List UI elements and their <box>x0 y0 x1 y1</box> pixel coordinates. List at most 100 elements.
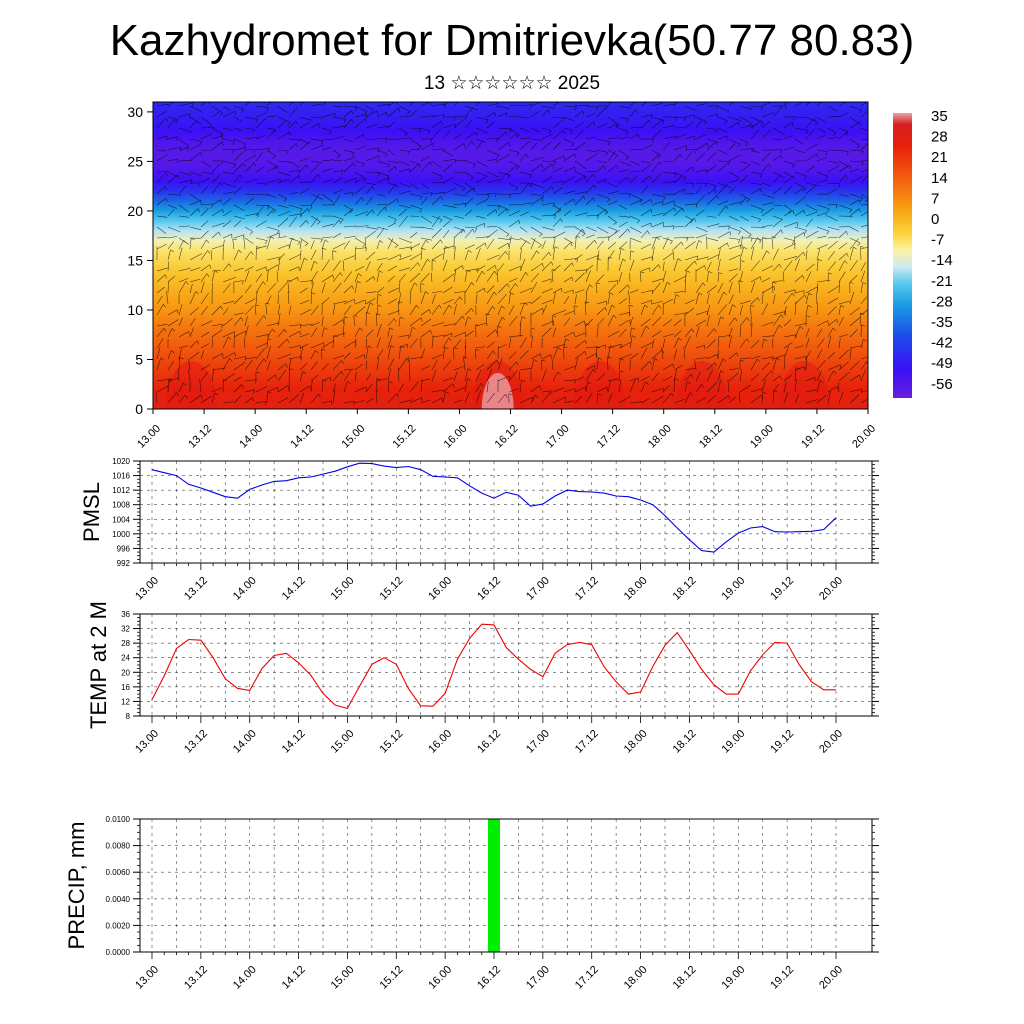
wind-barb <box>508 265 521 272</box>
x-tick-label: 19.12 <box>799 423 827 451</box>
wind-barb <box>299 237 309 244</box>
y-tick-label: 20 <box>121 668 130 677</box>
wind-barb <box>761 338 765 349</box>
wind-barb-flag <box>394 184 398 188</box>
wind-barb-flag <box>214 270 219 273</box>
wind-barb-flag <box>693 115 696 120</box>
wind-barb-flag <box>818 259 822 262</box>
wind-barb <box>354 177 364 184</box>
wind-barb <box>717 149 729 155</box>
wind-barb <box>222 318 233 327</box>
wind-barb <box>442 215 453 221</box>
wind-barb <box>442 286 453 294</box>
wind-barb <box>321 379 323 393</box>
wind-barb-flag <box>832 132 837 136</box>
wind-barb-flag <box>453 347 458 349</box>
wind-barb-flag <box>495 159 497 164</box>
wind-barb <box>695 234 707 239</box>
wind-barb <box>431 334 446 338</box>
wind-barb-flag <box>318 393 321 398</box>
wind-barb <box>684 374 692 382</box>
wind-barb-flag <box>332 274 335 279</box>
wind-barb <box>706 328 715 338</box>
wind-barb <box>266 115 277 118</box>
wind-barb <box>530 296 541 305</box>
wind-barb-flag <box>806 130 809 135</box>
wind-barb <box>475 215 486 219</box>
wind-barb <box>706 382 718 393</box>
wind-barb-flag <box>745 142 749 146</box>
wind-barb <box>156 385 168 393</box>
wind-barb <box>717 291 724 305</box>
wind-barb <box>398 267 411 272</box>
wind-barb-flag <box>404 133 408 137</box>
wind-barb <box>387 149 396 156</box>
wind-barb-flag <box>860 312 865 315</box>
wind-barb <box>508 149 520 153</box>
wind-barb <box>530 156 545 162</box>
wind-barb <box>486 192 497 195</box>
wind-barb <box>827 370 834 382</box>
wind-barb-flag <box>674 173 677 178</box>
wind-barb <box>805 292 809 305</box>
wind-barb-flag <box>466 270 471 273</box>
wind-barb-flag <box>525 153 529 158</box>
wind-barb <box>453 371 458 382</box>
wind-barb <box>508 219 519 228</box>
wind-barb-flag <box>263 358 267 363</box>
wind-barb <box>244 316 248 327</box>
wind-barb <box>178 159 192 162</box>
wind-barb <box>717 225 730 228</box>
wind-barb <box>255 273 263 283</box>
wind-barb <box>200 395 212 404</box>
wind-barb <box>574 142 586 151</box>
wind-barb-flag <box>393 318 397 323</box>
wind-barb <box>717 337 720 349</box>
x-tick-label: 14.00 <box>237 423 265 451</box>
wind-barb <box>288 169 300 173</box>
wind-barb <box>497 344 507 349</box>
wind-barb <box>629 377 639 382</box>
wind-barb-flag <box>803 210 806 215</box>
wind-barb <box>222 276 236 283</box>
wind-barb <box>838 252 847 261</box>
wind-barb <box>266 256 281 261</box>
wind-barb <box>596 122 608 129</box>
wind-barb <box>629 126 643 129</box>
wind-barb <box>739 260 741 272</box>
wind-barb-flag <box>370 110 375 114</box>
wind-barb <box>739 147 754 151</box>
wind-barb-flag <box>419 128 421 133</box>
wind-barb <box>354 160 365 165</box>
wind-barb <box>364 237 367 250</box>
wind-barb <box>849 160 864 163</box>
wind-barb-flag <box>516 361 519 366</box>
wind-barb <box>464 197 474 206</box>
wind-barb <box>420 197 428 206</box>
wind-barb <box>717 380 721 393</box>
wind-barb <box>453 215 465 219</box>
wind-barb <box>761 182 772 187</box>
wind-barb <box>211 337 214 349</box>
wind-barb <box>849 193 863 199</box>
wind-barb <box>409 149 420 151</box>
wind-barb <box>618 358 621 371</box>
wind-barb <box>178 247 183 261</box>
wind-barb <box>596 149 608 153</box>
wind-barb <box>838 280 841 294</box>
wind-barb <box>222 182 237 188</box>
wind-barb-flag <box>338 219 342 224</box>
wind-barb <box>717 304 728 316</box>
wind-barb-flag <box>757 358 761 363</box>
wind-barb <box>453 228 464 239</box>
wind-barb <box>222 233 232 239</box>
x-tick-label: 15.00 <box>329 728 357 756</box>
wind-barb-flag <box>505 234 510 238</box>
wind-barb-flag <box>780 229 784 234</box>
wind-barb <box>629 199 643 206</box>
wind-barb <box>772 263 780 272</box>
wind-barb-flag <box>388 381 393 384</box>
wind-barb <box>640 325 647 338</box>
wind-barb-flag <box>341 360 344 365</box>
wind-barb <box>772 229 782 239</box>
